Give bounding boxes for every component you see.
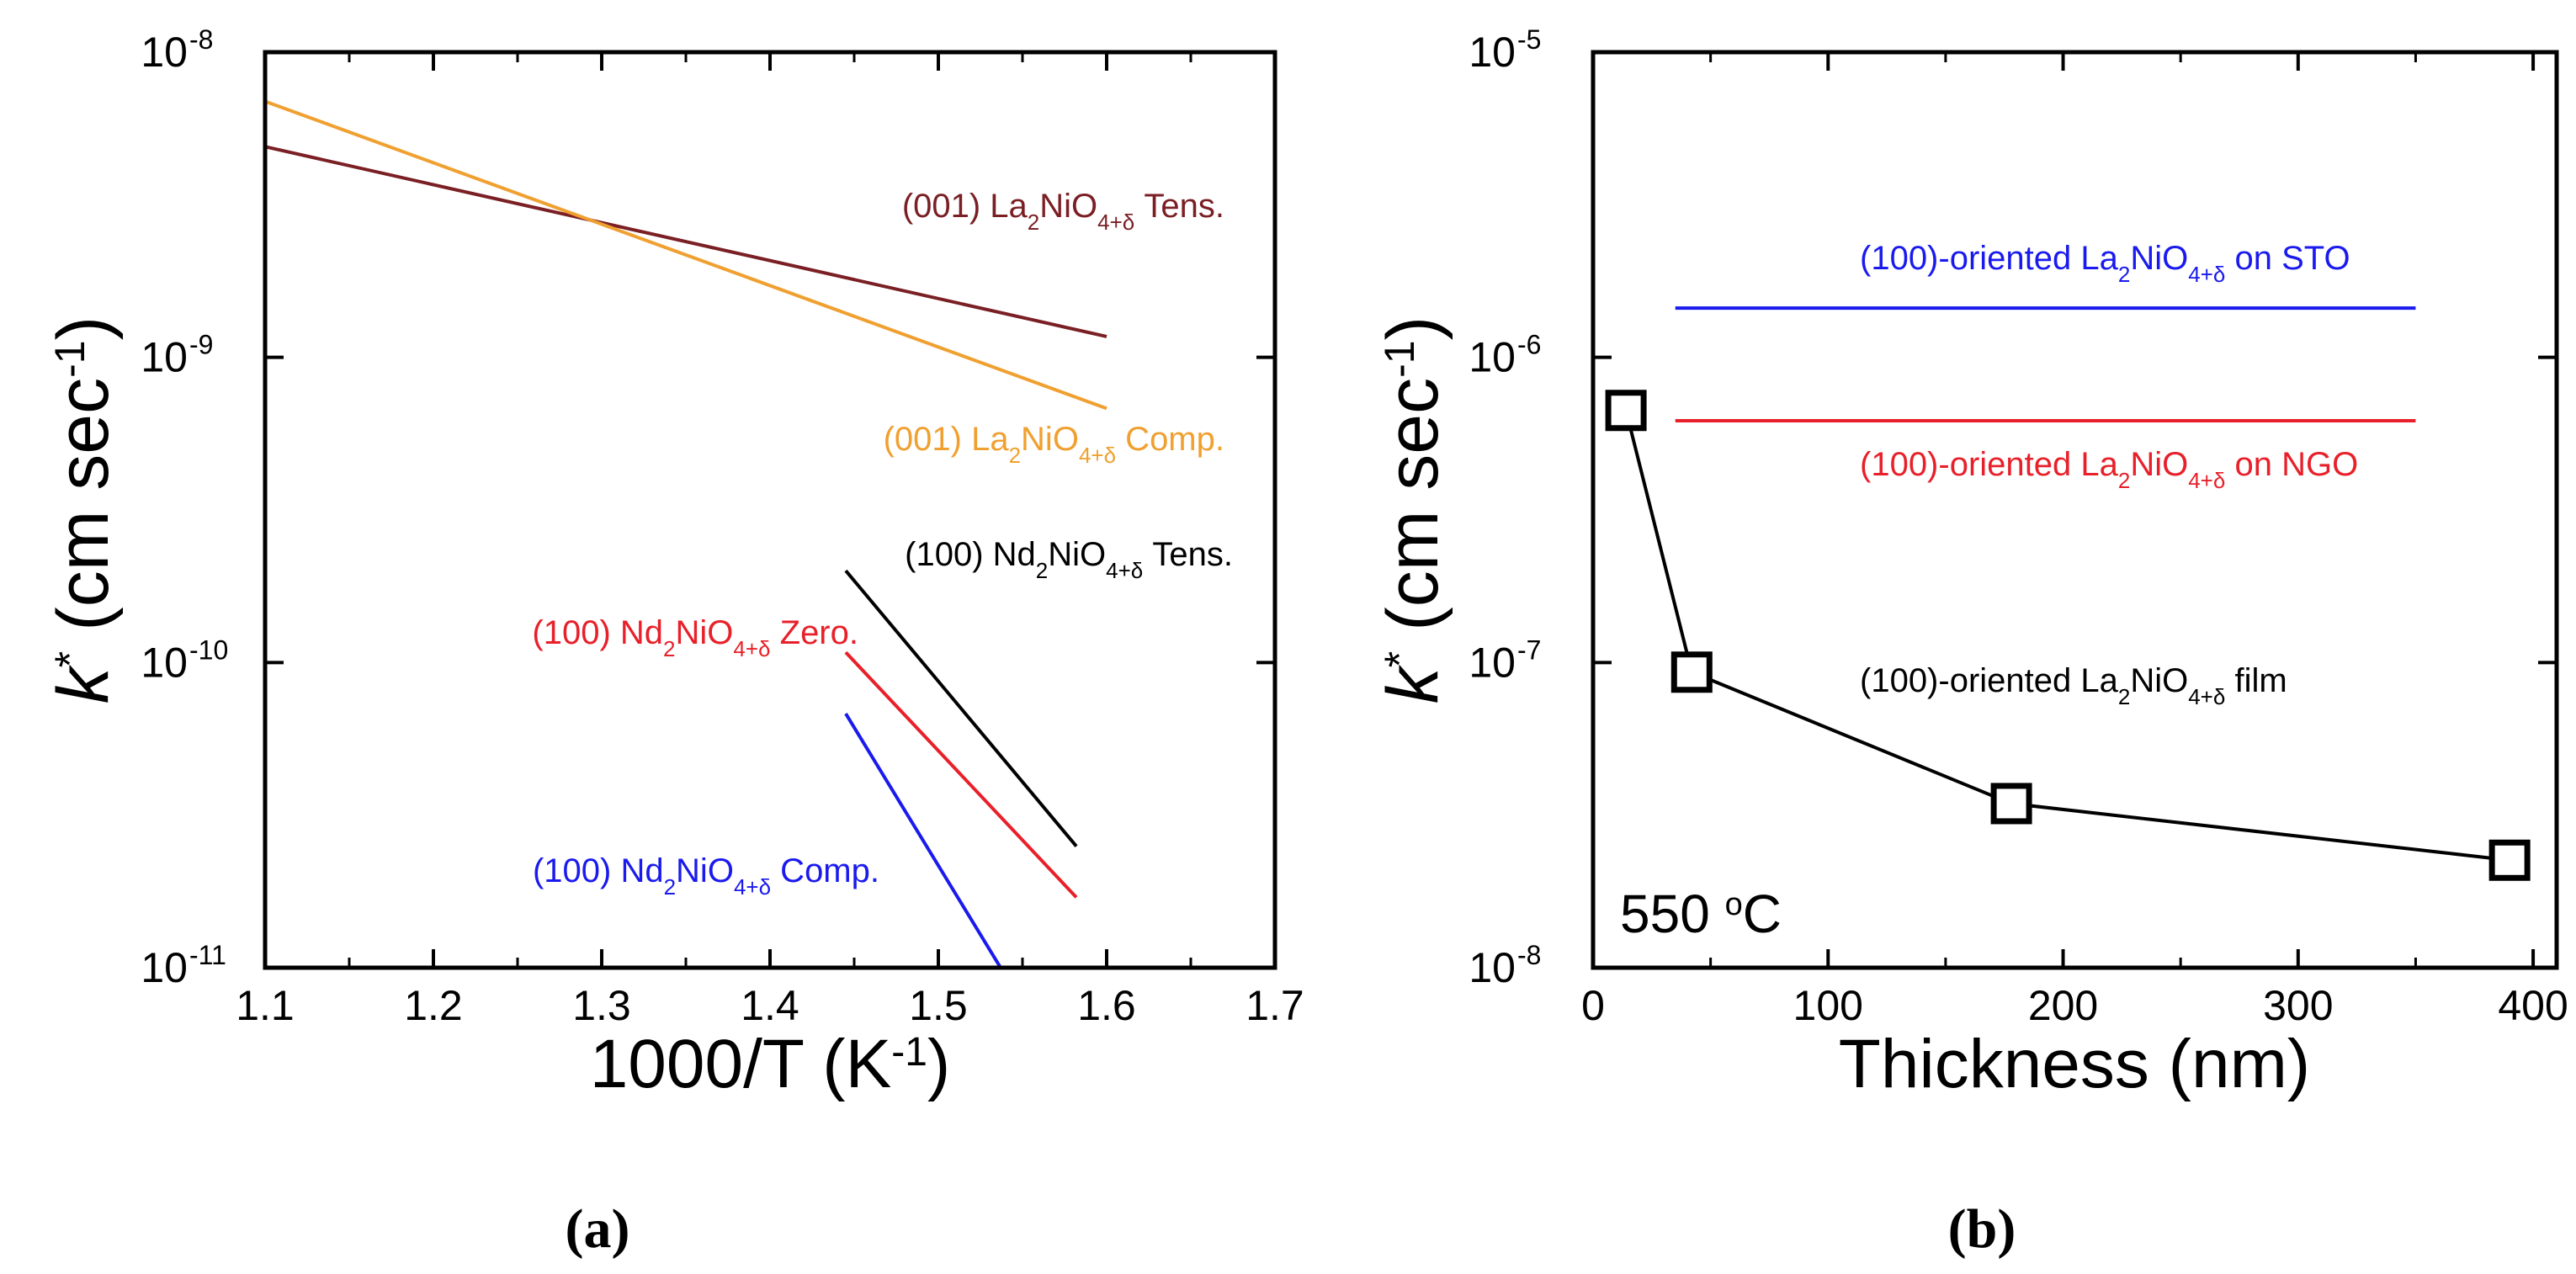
x-tick-label: 1.6 <box>1077 982 1136 1029</box>
panel-a-caption: (a) <box>566 1198 630 1260</box>
y-tick-exponent: -11 <box>189 940 226 970</box>
panel-a-y-axis-label: k* (cm sec-1) <box>43 316 124 703</box>
series-label-4: (100) Nd2NiO4+δ Zero. <box>532 614 858 661</box>
y-tick-exponent: -10 <box>189 634 228 665</box>
series-line-4 <box>844 650 1078 899</box>
panel-a-series <box>264 99 1107 969</box>
x-tick-label: 1.4 <box>741 982 799 1029</box>
x-tick-label: 400 <box>2498 982 2568 1029</box>
x-tick-label: 1.1 <box>236 982 295 1029</box>
x-tick-label: 1.3 <box>572 982 631 1029</box>
panel-a: 1.1 1.2 1.3 1.4 1.5 1.6 1.710-1110-1010-910-8 … <box>43 24 1304 1260</box>
data-point-marker <box>1990 783 2032 825</box>
x-tick-label: 1.7 <box>1246 982 1304 1029</box>
x-tick-label: 1.2 <box>404 982 463 1029</box>
y-tick-exponent: -6 <box>1517 330 1541 360</box>
series-label-3: (100) Nd2NiO4+δ Tens. <box>905 536 1233 583</box>
panel-a-x-axis-label: 1000/T (K-1) <box>590 1026 951 1102</box>
y-tick-label: 10 <box>1469 334 1516 381</box>
y-tick-label: 10 <box>141 944 188 991</box>
x-tick-label: 300 <box>2263 982 2333 1029</box>
panel-b-plot-frame <box>1591 50 2559 970</box>
panel-a-plot-frame <box>263 50 1277 970</box>
x-tick-label: 0 <box>1581 982 1605 1029</box>
panel-b-series-labels: (100)-oriented La2NiO4+δ on STO (100)-ori… <box>1860 240 2358 709</box>
series-line-2 <box>264 99 1107 411</box>
x-tick-label: 100 <box>1793 982 1863 1029</box>
panel-b-temperature-label: 550 oC <box>1620 884 1782 944</box>
y-tick-exponent: -9 <box>189 330 213 360</box>
series-line-1 <box>264 145 1107 338</box>
y-tick-exponent: -8 <box>189 24 213 55</box>
y-tick-label: 10 <box>141 639 188 686</box>
panel-a-series-labels: (001) La2NiO4+δ Tens. (001) La2NiO4+δ Com… <box>532 188 1233 900</box>
y-tick-label: 10 <box>141 334 188 381</box>
x-tick-label: 1.5 <box>909 982 968 1029</box>
series-line-3 <box>844 569 1078 847</box>
x-tick-label: 200 <box>2028 982 2098 1029</box>
data-point-marker <box>2488 839 2531 881</box>
series-label-2: (100)-oriented La2NiO4+δ on NGO <box>1860 446 2358 493</box>
series-label-1: (001) La2NiO4+δ Tens. <box>902 188 1224 235</box>
series-line-5 <box>844 713 1002 969</box>
y-tick-exponent: -5 <box>1517 24 1541 55</box>
y-tick-exponent: -7 <box>1517 634 1541 665</box>
data-point-marker <box>1670 651 1713 693</box>
y-tick-label: 10 <box>1469 944 1516 991</box>
series-label-3: (100)-oriented La2NiO4+δ film <box>1860 662 2287 709</box>
panel-b-series <box>1605 306 2531 881</box>
panel-b-x-axis-label: Thickness (nm) <box>1839 1026 2310 1102</box>
y-tick-label: 10 <box>1469 29 1516 76</box>
y-tick-label: 10 <box>141 29 188 76</box>
y-tick-exponent: -8 <box>1517 940 1541 970</box>
panel-b-y-axis-label: k* (cm sec-1) <box>1373 316 1453 703</box>
series-label-2: (001) La2NiO4+δ Comp. <box>884 421 1224 468</box>
series-label-1: (100)-oriented La2NiO4+δ on STO <box>1860 240 2350 287</box>
series-label-5: (100) Nd2NiO4+δ Comp. <box>533 852 879 900</box>
y-tick-label: 10 <box>1469 639 1516 686</box>
data-point-marker <box>1605 390 1647 432</box>
panel-b-caption: (b) <box>1948 1198 2016 1260</box>
series-line-3 <box>1624 410 2510 863</box>
